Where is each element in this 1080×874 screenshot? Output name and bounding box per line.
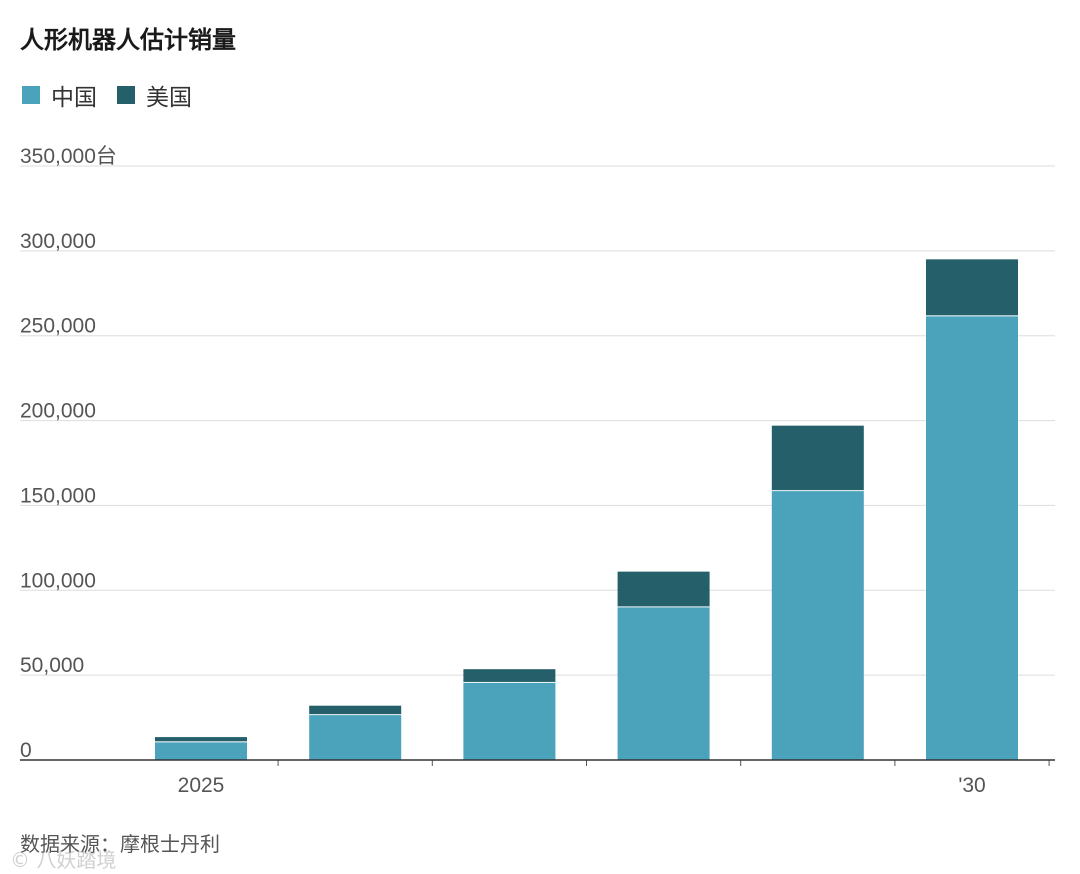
legend-item-usa: 美国 xyxy=(117,78,192,112)
bar-segment-usa xyxy=(463,669,556,682)
watermark: © 八妖踏境 xyxy=(10,848,117,872)
bar-segment-usa xyxy=(926,259,1018,316)
bar-segment-china xyxy=(926,315,1018,760)
legend-label-china: 中国 xyxy=(51,85,97,111)
bar-segment-china xyxy=(771,490,864,760)
bar-segment-usa xyxy=(617,571,710,607)
y-tick-label: 150,000 xyxy=(20,484,96,507)
y-tick-label: 200,000 xyxy=(20,400,96,423)
chart-title: 人形机器人估计销量 xyxy=(20,26,236,54)
legend-swatch-usa xyxy=(117,86,135,104)
legend-swatch-china xyxy=(22,86,40,104)
y-tick-label: 250,000 xyxy=(20,315,96,338)
x-tick-label: 2025 xyxy=(178,774,225,797)
bar-segment-usa xyxy=(309,705,402,715)
bar-segment-china xyxy=(309,714,402,760)
bar-segment-china xyxy=(155,741,247,760)
y-tick-label: 100,000 xyxy=(20,569,96,592)
bar-segment-china xyxy=(617,606,710,760)
bar-segment-usa xyxy=(771,425,864,491)
bar-segment-usa xyxy=(155,737,247,742)
y-tick-label: 50,000 xyxy=(20,654,84,677)
source-note: 数据来源：摩根士丹利 xyxy=(20,832,220,856)
y-tick-label: 0 xyxy=(20,739,32,762)
y-tick-label: 300,000 xyxy=(20,230,96,253)
legend-label-usa: 美国 xyxy=(146,85,192,111)
x-tick-label: '30 xyxy=(958,774,985,797)
legend-item-china: 中国 xyxy=(22,78,97,112)
bar-segment-china xyxy=(463,681,556,760)
legend: 中国 美国 xyxy=(22,78,212,112)
y-tick-label: 350,000台 xyxy=(20,145,117,168)
